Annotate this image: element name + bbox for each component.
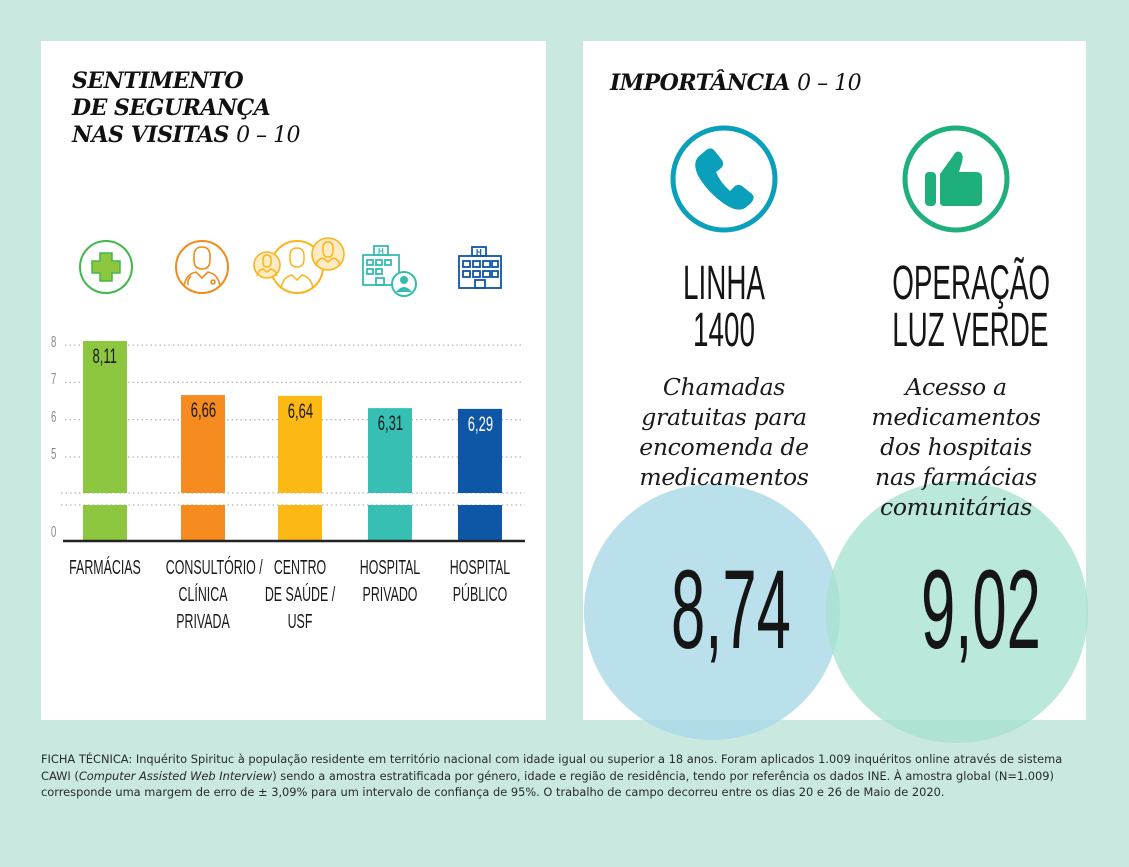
y-tick-label: 0	[51, 524, 57, 541]
title-line-2: DE SEGURANÇA	[72, 95, 271, 121]
hospital-person-icon: H	[362, 245, 417, 297]
title-line-3-text: NAS VISITAS	[72, 122, 229, 148]
desc-line: medicamentos	[871, 403, 1041, 431]
desc-line: comunitárias	[879, 493, 1033, 521]
desc-line: nas farmácias	[875, 463, 1037, 491]
description-linha-1400: Chamadas gratuitas para encomenda de med…	[614, 372, 834, 492]
y-tick-label: 7	[51, 371, 57, 389]
y-tick-label: 8	[51, 334, 57, 352]
thumbs-up-icon	[902, 125, 1010, 233]
headline-line-1: LINHA	[683, 257, 765, 310]
title-line-1: SENTIMENTO	[72, 68, 244, 94]
bar-value-label: 6,66	[190, 399, 216, 423]
headline-line-1: OPERAÇÃO	[892, 257, 1050, 310]
bar-value-label: 6,31	[377, 412, 403, 436]
score-luz-verde: 9,02	[872, 554, 1052, 666]
bar-lower	[181, 505, 225, 541]
bar-lower	[83, 505, 127, 541]
description-luz-verde: Acesso a medicamentos dos hospitais nas …	[846, 372, 1066, 522]
bar-value-label: 8,11	[92, 344, 118, 368]
bar-upper	[368, 408, 412, 493]
desc-line: Chamadas	[662, 373, 786, 401]
category-label: HOSPITAL PÚBLICO	[449, 557, 511, 606]
hospital-icon: H	[458, 246, 502, 289]
svg-text:H: H	[476, 248, 482, 257]
importance-title-range: 0 – 10	[797, 71, 862, 96]
bar-upper	[83, 340, 127, 493]
headline-line-2: LUZ VERDE	[892, 304, 1049, 357]
y-tick-label: 6	[51, 408, 57, 426]
category-label: CENTRO DE SAÚDE / USF	[264, 557, 336, 633]
pharmacy-cross-icon	[79, 240, 133, 294]
title-range: 0 – 10	[236, 123, 301, 148]
category-label: FARMÁCIAS	[69, 557, 141, 579]
bar-value-label: 6,29	[467, 412, 493, 436]
headline-linha-1400: LINHA 1400	[634, 257, 814, 357]
score-linha-1400: 8,74	[622, 554, 802, 666]
phone-icon	[670, 125, 778, 233]
y-tick-label: 5	[51, 446, 57, 463]
doctors-group-icon	[253, 237, 345, 294]
technical-note-italic: Computer Assisted Web Interview	[78, 768, 273, 783]
bar-upper	[181, 395, 225, 493]
desc-line: medicamentos	[639, 463, 809, 491]
headline-line-2: 1400	[693, 304, 755, 357]
bar-lower	[278, 505, 322, 541]
svg-text:H: H	[378, 247, 384, 256]
safety-chart-title: SENTIMENTO DE SEGURANÇA NAS VISITAS 0 – …	[72, 68, 301, 149]
score-value: 8,74	[671, 547, 791, 672]
desc-line: gratuitas para	[641, 403, 807, 431]
score-value: 9,02	[921, 547, 1041, 672]
desc-line: Acesso a	[905, 373, 1007, 401]
bar-upper	[278, 395, 322, 493]
technical-note: FICHA TÉCNICA: Inquérito Spirituc à popu…	[41, 751, 1091, 801]
bar-lower	[368, 505, 412, 541]
desc-line: dos hospitais	[880, 433, 1032, 461]
importance-title: IMPORTÂNCIA 0 – 10	[610, 70, 862, 97]
category-label: CONSULTÓRIO / CLÍNICA PRIVADA	[165, 557, 263, 633]
desc-line: encomenda de	[639, 433, 809, 461]
safety-bar-chart	[61, 340, 525, 543]
technical-note-suffix: ) sendo a amostra estratificada por géne…	[41, 768, 1054, 800]
category-label: HOSPITAL PRIVADO	[359, 557, 421, 606]
importance-title-text: IMPORTÂNCIA	[610, 70, 790, 96]
title-line-3: NAS VISITAS 0 – 10	[72, 122, 301, 149]
doctor-icon	[175, 240, 229, 294]
headline-operacao-luz-verde: OPERAÇÃO LUZ VERDE	[846, 257, 1066, 357]
technical-note-prefix: FICHA TÉCNICA: Inquérito Spirituc à popu…	[41, 752, 1063, 783]
bar-upper	[458, 408, 502, 493]
bar-lower	[458, 505, 502, 541]
bar-value-label: 6,64	[287, 399, 313, 423]
